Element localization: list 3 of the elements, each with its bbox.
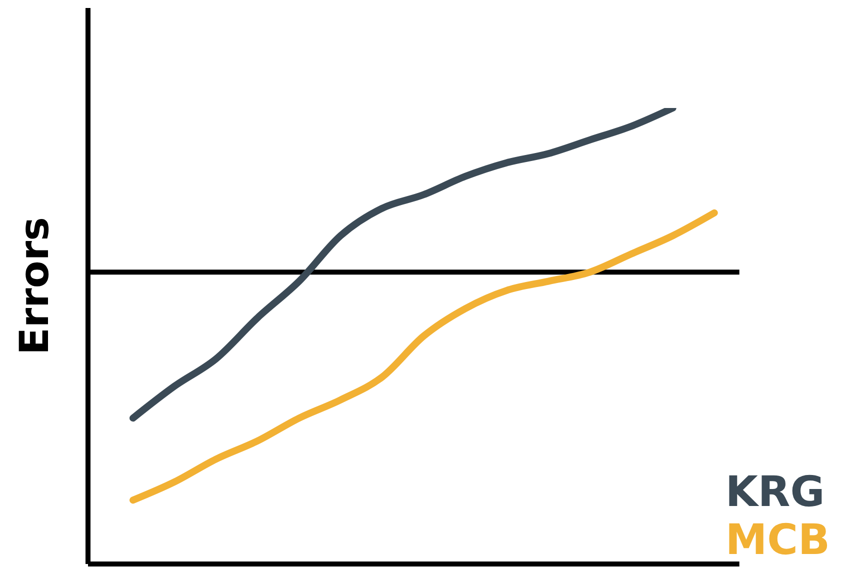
y-axis-title: Errors xyxy=(12,217,58,355)
text: MCB xyxy=(725,515,830,564)
text: KRG xyxy=(725,467,826,516)
